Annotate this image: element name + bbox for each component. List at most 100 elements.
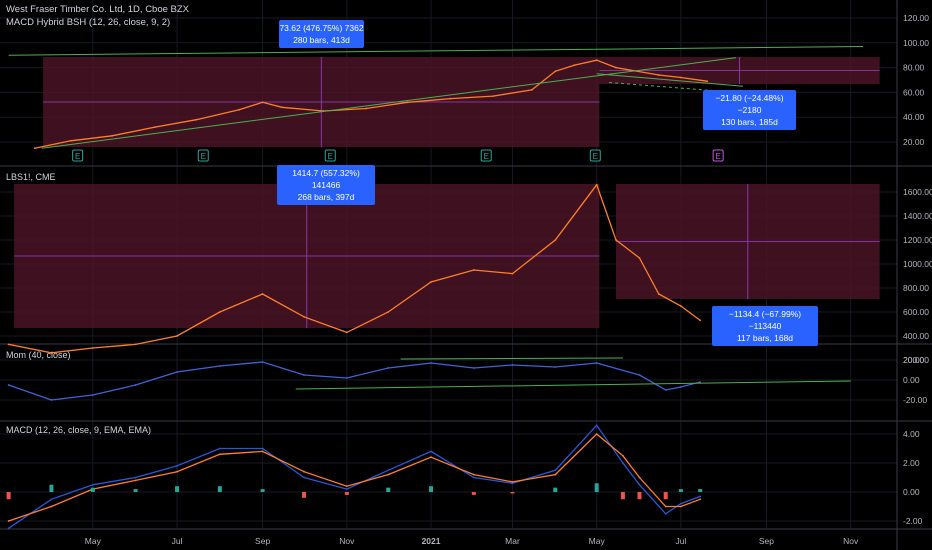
price-line-point <box>595 59 598 62</box>
price-line-point <box>365 107 368 110</box>
macd-line-point <box>554 469 557 472</box>
y-tick-label: 1600.00 <box>903 187 932 197</box>
macd-histogram-bar <box>386 487 391 492</box>
price-line-point <box>449 97 452 100</box>
macd-line-point <box>91 483 94 486</box>
momentum-line-point <box>345 377 348 379</box>
momentum-upper-trendline <box>400 357 623 360</box>
lumber-up-measure-line2: 268 bars, 397d <box>297 192 355 202</box>
y-tick-label: 1400.00 <box>903 211 932 221</box>
macd-histogram-bar <box>6 492 11 500</box>
price-up-measure-line1: 73.62 (476.75%) 7362 <box>279 23 364 33</box>
macd-histogram-bar <box>175 486 180 492</box>
macd-pane-title: MACD (12, 26, close, 9, EMA, EMA) <box>6 425 152 435</box>
signal-line-point <box>430 456 432 459</box>
macd-line-point <box>176 465 178 467</box>
earnings-marker <box>480 149 492 162</box>
signal-line-point <box>218 453 221 456</box>
lumber-price-line-point <box>472 269 475 271</box>
momentum-line-point <box>261 361 264 363</box>
macd-histogram-bar <box>471 492 476 495</box>
earnings-marker <box>72 149 84 162</box>
macd-histogram-bar <box>594 483 599 492</box>
earnings-marker-label: E <box>75 152 80 161</box>
momentum-line-point <box>303 374 305 376</box>
lumber-price-line-point <box>91 347 94 349</box>
y-tick-label: 600.00 <box>903 307 929 317</box>
y-tick-label: 400.00 <box>903 331 929 341</box>
lower-trendline <box>41 57 737 149</box>
price-line-point <box>195 118 198 121</box>
price-down-measure-line2: 130 bars, 185d <box>721 117 778 127</box>
signal-line-point <box>261 450 264 453</box>
price-line-point <box>615 66 617 69</box>
momentum-line-point <box>134 384 137 386</box>
macd-histogram-bar <box>49 484 54 492</box>
price-line-point <box>573 64 576 67</box>
price-line-point <box>492 95 495 98</box>
signal-line-point <box>638 476 641 479</box>
lumber-price-line <box>8 183 701 354</box>
x-tick-label: Jul <box>675 536 686 546</box>
macd-line-point <box>472 476 475 479</box>
earnings-marker-label: E <box>201 152 206 161</box>
momentum-line-point <box>638 374 641 376</box>
momentum-line-point <box>511 364 514 366</box>
lumber-price-line-point <box>699 319 702 322</box>
signal-line-point <box>622 454 624 457</box>
lumber-price-line-point <box>430 281 432 283</box>
signal-line-point <box>679 505 682 508</box>
signal-line-point <box>134 479 137 482</box>
y-tick-label: 80.00 <box>903 63 925 73</box>
momentum-line-point <box>91 394 94 396</box>
lumber-price-line-point <box>176 335 178 337</box>
momentum-line-point <box>218 365 221 367</box>
y-tick-label: 20.00 <box>903 137 925 147</box>
macd-histogram-bar <box>678 489 683 492</box>
signal-line-point <box>7 520 10 522</box>
lumber-price-line-point <box>511 272 514 275</box>
lumber-price-line-point <box>134 343 137 346</box>
earnings-marker-label: E <box>328 152 333 161</box>
y-tick-label: 120.00 <box>903 13 929 23</box>
signal-line-point <box>176 470 178 473</box>
earnings-marker <box>589 149 601 162</box>
y-tick-label: 60.00 <box>903 87 925 97</box>
x-tick-label: Sep <box>255 536 270 546</box>
lumber-up-measure: 1414.7 (557.32%) 141466 268 bars, 397d <box>277 165 375 205</box>
y-tick-label: 0.00 <box>903 487 920 497</box>
momentum-line-point <box>664 389 667 391</box>
signal-line-point <box>303 470 305 473</box>
macd-histogram-bar <box>553 487 558 492</box>
earnings-marker-label: E <box>715 152 720 161</box>
lumber-price-line-point <box>261 293 264 295</box>
lumber-price-line-point <box>387 311 390 313</box>
macd-line-point <box>430 450 432 453</box>
macd-line-point <box>134 476 137 479</box>
momentum-line-point <box>554 366 557 368</box>
macd-line-point <box>699 495 702 498</box>
macd-histogram-bar <box>133 489 138 492</box>
macd-histogram-bar <box>302 492 307 498</box>
momentum-line-point <box>50 399 53 401</box>
lumber-price-line-point <box>303 315 305 318</box>
momentum-line-point <box>472 367 475 369</box>
macd-line-point <box>387 469 390 472</box>
macd-line-point <box>664 512 667 515</box>
signal-line-point <box>699 498 702 501</box>
x-tick-label: 2021 <box>422 536 441 546</box>
signal-line-point <box>472 473 475 476</box>
y-tick-label: 2.00 <box>903 458 920 468</box>
momentum-line-point <box>387 367 390 369</box>
earnings-marker <box>324 149 336 162</box>
y-tick-label: 1200.00 <box>903 235 932 245</box>
signal-line-point <box>387 473 390 476</box>
lumber-price-line-point <box>595 183 598 186</box>
lumber-price-line-point <box>657 293 660 295</box>
upper-trendline <box>8 46 864 56</box>
y-tick-label: 200.00 <box>903 355 929 365</box>
lumber-pane-title: LBS1!, CME <box>6 172 56 182</box>
lumber-price-line-point <box>679 305 682 307</box>
earnings-marker-label: E <box>593 152 598 161</box>
